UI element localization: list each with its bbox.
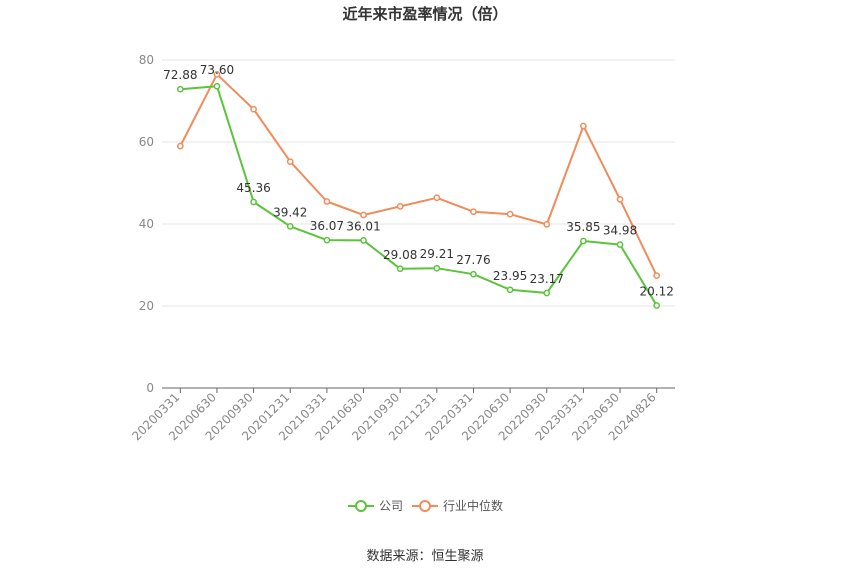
data-point (213, 71, 221, 78)
data-label: 36.07 (310, 219, 344, 233)
data-point (286, 158, 294, 166)
data-point (506, 210, 514, 218)
series-line-industry-median (179, 73, 658, 277)
data-label: 73.60 (200, 63, 234, 77)
y-axis: 0 20 40 60 80 (139, 53, 154, 395)
y-tick-label: 0 (146, 381, 154, 395)
data-point (470, 270, 477, 278)
data-point (433, 194, 441, 202)
data-point (580, 122, 587, 130)
y-tick-label: 80 (139, 53, 154, 67)
data-point (580, 237, 587, 245)
legend-marker (419, 500, 431, 512)
data-point (250, 105, 257, 113)
data-label: 35.85 (566, 220, 600, 234)
data-label: 29.08 (383, 248, 417, 262)
series-group (176, 71, 661, 309)
data-point (653, 272, 661, 280)
data-label: 34.98 (603, 224, 637, 238)
data-point (213, 82, 221, 90)
legend-label: 行业中位数 (443, 498, 503, 513)
data-label: 23.17 (530, 272, 564, 286)
data-point (653, 302, 661, 309)
data-label: 23.95 (493, 269, 527, 283)
data-point (360, 237, 367, 244)
data-point (396, 203, 404, 210)
data-label: 27.76 (456, 253, 490, 267)
data-point (616, 196, 624, 203)
data-point (176, 85, 184, 93)
data-point (250, 198, 257, 206)
data-point (543, 289, 551, 297)
chart-title: 近年来市盈率情况（倍） (342, 5, 507, 23)
grid (162, 59, 675, 307)
series-line-company (180, 85, 658, 307)
data-point (323, 236, 331, 244)
x-axis: 2020033120200630202009302020123120210331… (129, 387, 675, 443)
data-point (396, 265, 404, 273)
data-point (323, 198, 331, 205)
legend[interactable]: 公司 行业中位数 (348, 498, 503, 513)
data-point (360, 211, 367, 219)
data-point (616, 241, 624, 248)
data-point (286, 223, 294, 230)
legend-marker (355, 500, 367, 512)
data-label: 39.42 (273, 205, 307, 219)
data-point (543, 221, 551, 228)
legend-label: 公司 (379, 499, 403, 513)
data-point (470, 208, 477, 216)
y-tick-label: 60 (139, 135, 154, 149)
y-tick-label: 40 (139, 217, 154, 231)
data-label: 29.21 (420, 247, 454, 261)
data-label: 72.88 (163, 68, 197, 82)
legend-item-industry-median[interactable]: 行业中位数 (412, 498, 503, 513)
legend-item-company[interactable]: 公司 (348, 499, 403, 513)
source-note: 数据来源：恒生聚源 (366, 549, 483, 564)
data-label: 45.36 (236, 181, 270, 195)
data-label: 36.01 (346, 219, 380, 233)
data-point (433, 264, 441, 272)
data-label: 20.12 (639, 285, 673, 299)
data-point (176, 142, 184, 150)
data-point (506, 286, 514, 294)
y-tick-label: 20 (139, 299, 154, 313)
